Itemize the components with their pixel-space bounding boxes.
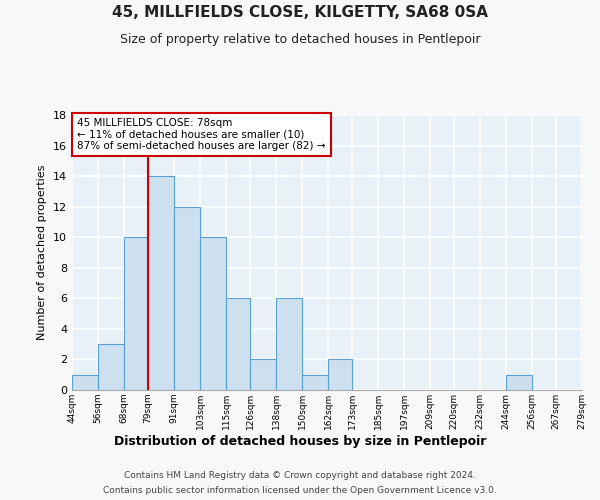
Text: Contains HM Land Registry data © Crown copyright and database right 2024.: Contains HM Land Registry data © Crown c… xyxy=(124,471,476,480)
Text: 45, MILLFIELDS CLOSE, KILGETTY, SA68 0SA: 45, MILLFIELDS CLOSE, KILGETTY, SA68 0SA xyxy=(112,5,488,20)
Bar xyxy=(124,237,148,390)
Y-axis label: Number of detached properties: Number of detached properties xyxy=(37,165,47,340)
Bar xyxy=(98,344,124,390)
Bar xyxy=(250,360,276,390)
Text: Contains public sector information licensed under the Open Government Licence v3: Contains public sector information licen… xyxy=(103,486,497,495)
Bar xyxy=(506,374,532,390)
Bar xyxy=(226,298,250,390)
Bar xyxy=(276,298,302,390)
Bar xyxy=(302,374,328,390)
Bar xyxy=(148,176,174,390)
Bar xyxy=(200,237,226,390)
Bar xyxy=(72,374,98,390)
Text: Distribution of detached houses by size in Pentlepoir: Distribution of detached houses by size … xyxy=(114,435,486,448)
Text: 45 MILLFIELDS CLOSE: 78sqm
← 11% of detached houses are smaller (10)
87% of semi: 45 MILLFIELDS CLOSE: 78sqm ← 11% of deta… xyxy=(77,118,326,151)
Bar xyxy=(174,206,200,390)
Bar xyxy=(328,360,352,390)
Text: Size of property relative to detached houses in Pentlepoir: Size of property relative to detached ho… xyxy=(120,32,480,46)
